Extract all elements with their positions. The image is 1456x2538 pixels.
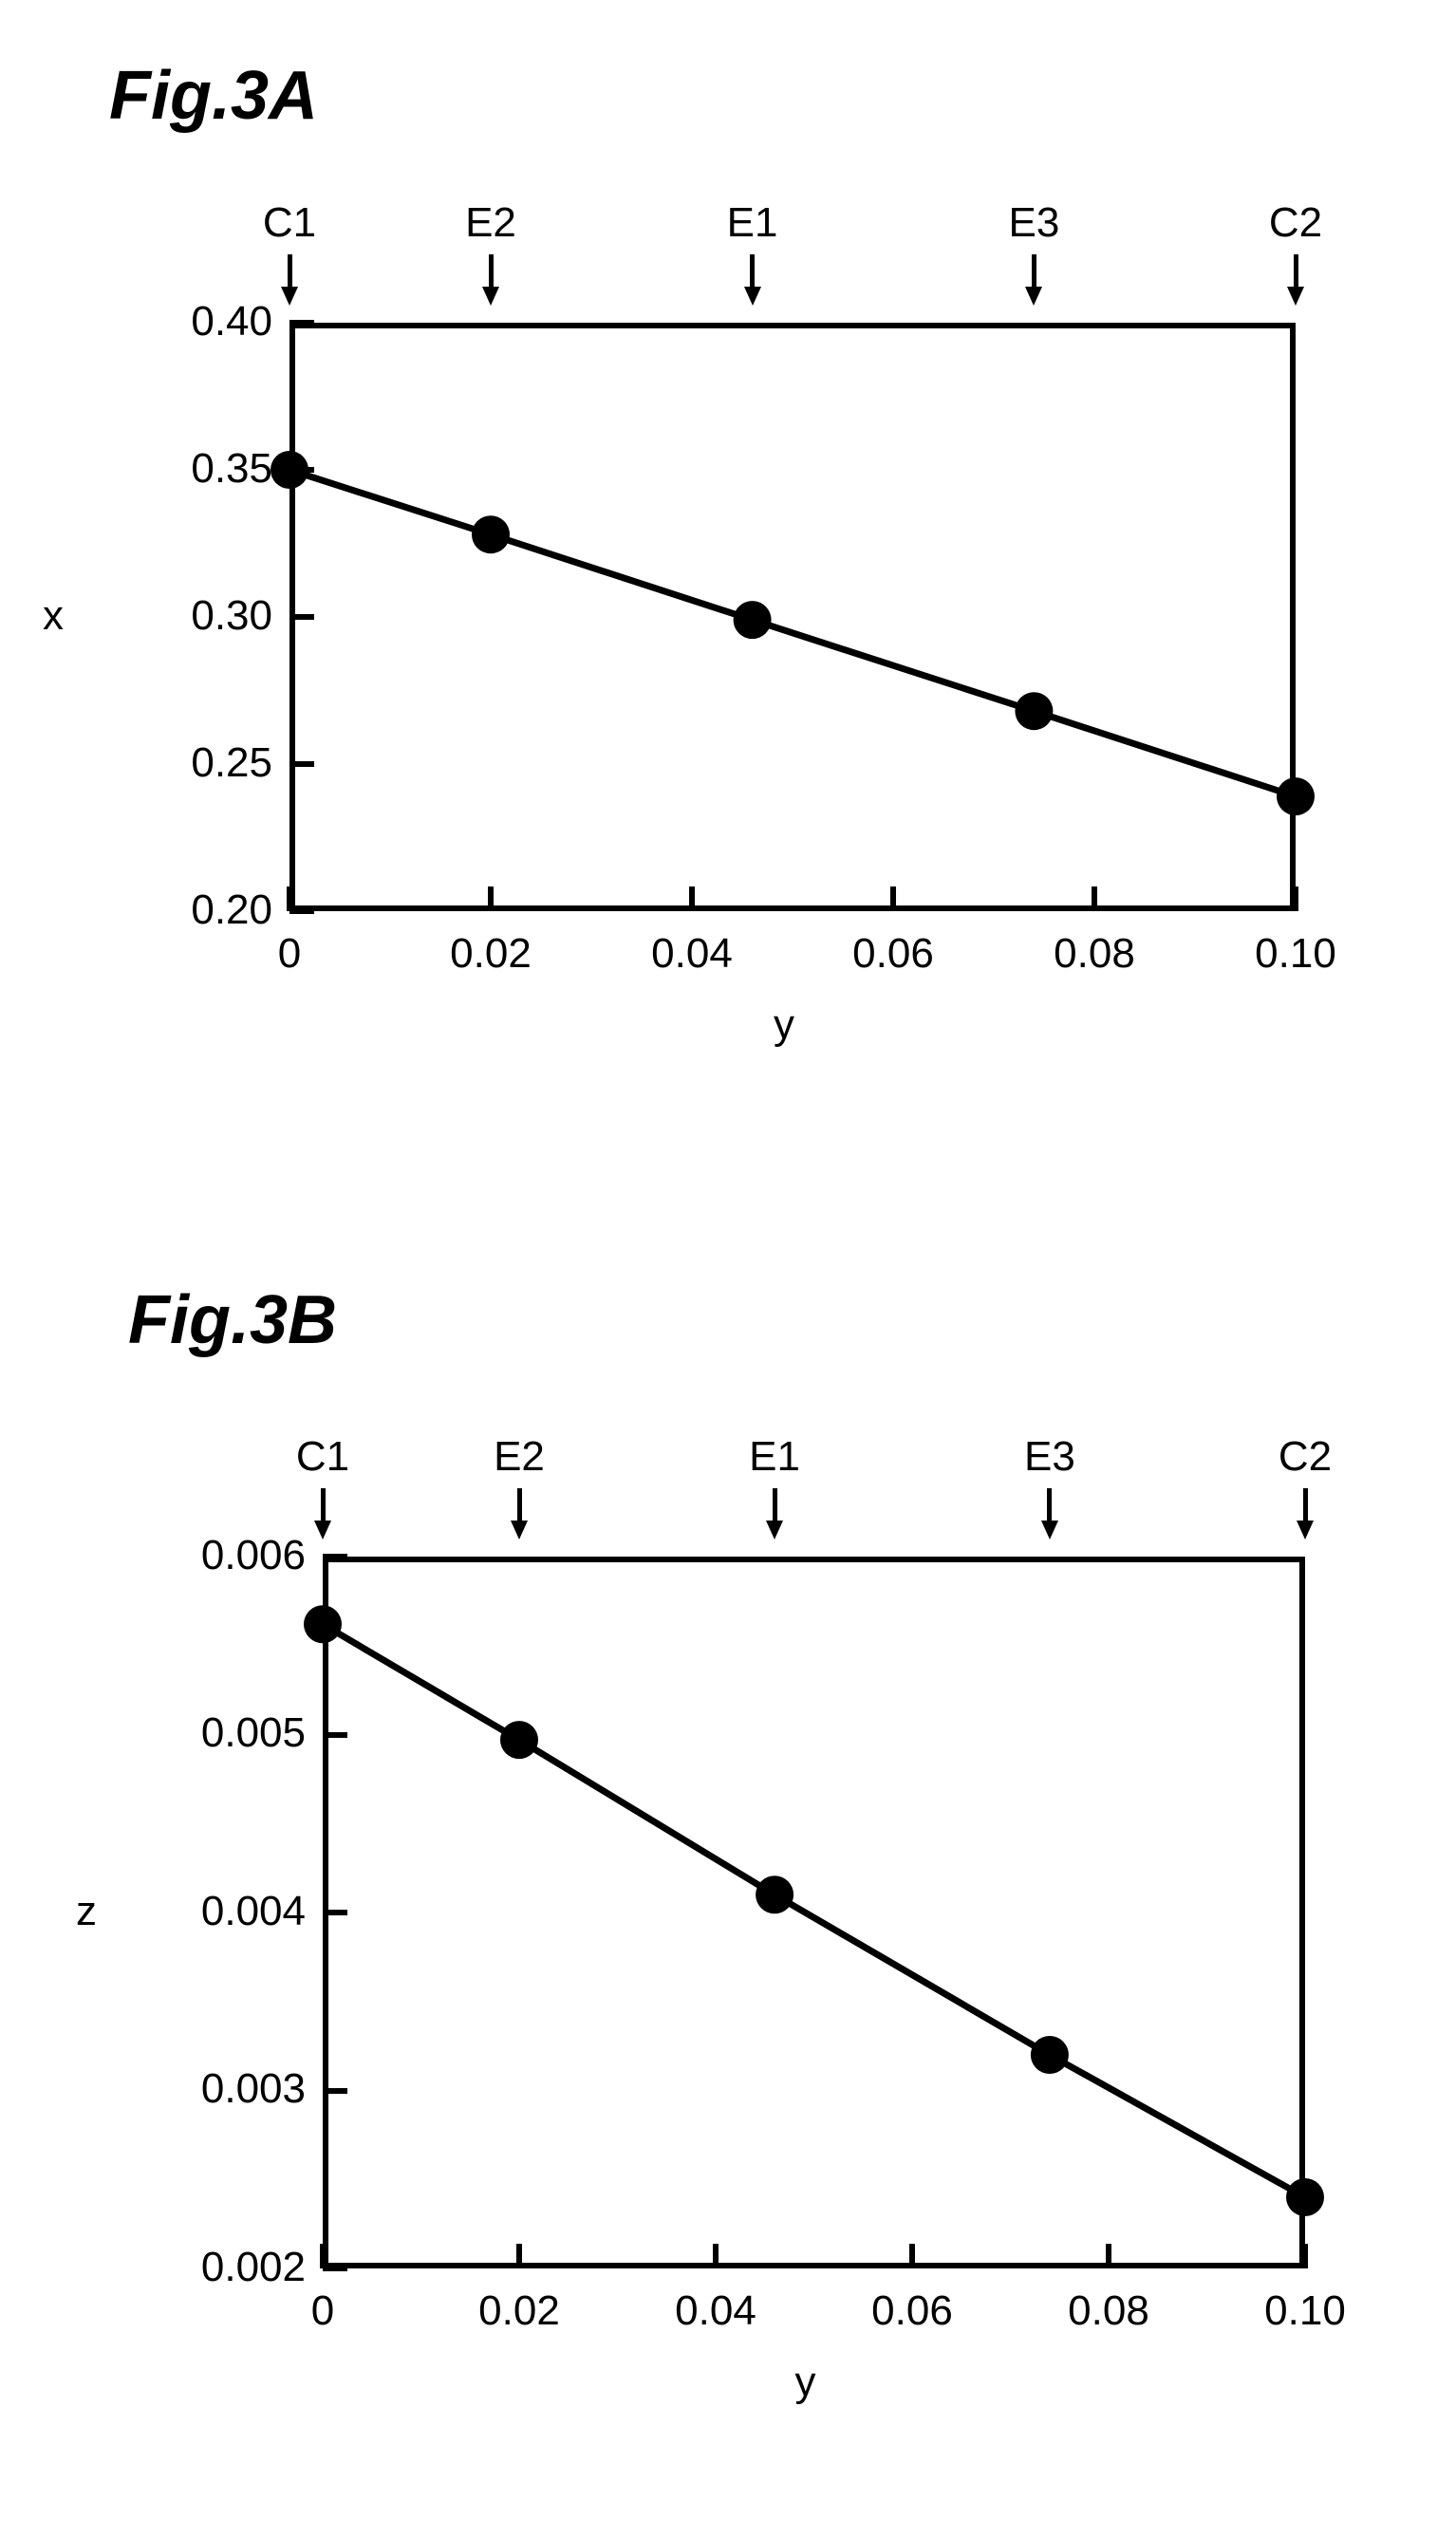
- top-arrow-stem: [1303, 1488, 1308, 1522]
- series-marker: [1286, 2178, 1324, 2216]
- x-tick-label: 0: [266, 2287, 380, 2335]
- page: Fig.3A 0.200.250.300.350.4000.020.040.06…: [0, 0, 1456, 2538]
- series-marker: [304, 1605, 342, 1643]
- x-tick-label: 0.10: [1248, 2287, 1362, 2335]
- top-arrow-label: C1: [275, 1433, 370, 1481]
- y-tick-label: 0.003: [201, 2065, 306, 2113]
- x-tick: [1106, 2244, 1111, 2268]
- x-tick: [516, 2244, 522, 2268]
- x-tick: [320, 2244, 326, 2268]
- top-arrow-label: E3: [1002, 1433, 1097, 1481]
- top-arrow-head-icon: [1297, 1521, 1314, 1540]
- x-tick-label: 0.04: [659, 2287, 773, 2335]
- x-tick-label: 0.08: [1052, 2287, 1166, 2335]
- x-tick: [1302, 2244, 1308, 2268]
- top-arrow-head-icon: [1041, 1521, 1058, 1540]
- y-tick: [323, 2266, 347, 2271]
- y-tick: [323, 1732, 347, 1738]
- y-tick-label: 0.005: [201, 1709, 306, 1757]
- y-tick-label: 0.002: [201, 2244, 306, 2291]
- series-marker: [1031, 2036, 1069, 2074]
- y-tick: [323, 1554, 347, 1559]
- x-tick-label: 0.06: [855, 2287, 969, 2335]
- y-tick-label: 0.006: [201, 1532, 306, 1579]
- top-arrow-stem: [517, 1488, 522, 1522]
- top-arrow-label: C2: [1258, 1433, 1353, 1481]
- top-arrow-label: E2: [472, 1433, 567, 1481]
- figB-svg: [0, 0, 1456, 2538]
- top-arrow-stem: [1047, 1488, 1052, 1522]
- top-arrow-head-icon: [314, 1521, 331, 1540]
- series-marker: [500, 1721, 538, 1759]
- series-line: [323, 1624, 1305, 2197]
- x-tick: [713, 2244, 719, 2268]
- y-tick: [323, 1910, 347, 1915]
- top-arrow-label: E1: [727, 1433, 822, 1481]
- x-tick: [909, 2244, 915, 2268]
- top-arrow-head-icon: [511, 1521, 528, 1540]
- top-arrow-stem: [321, 1488, 326, 1522]
- x-axis-label: y: [795, 2359, 816, 2406]
- series-marker: [756, 1876, 793, 1913]
- y-tick: [323, 2088, 347, 2094]
- x-tick-label: 0.02: [462, 2287, 576, 2335]
- top-arrow-stem: [773, 1488, 777, 1522]
- top-arrow-head-icon: [766, 1521, 783, 1540]
- y-tick-label: 0.004: [201, 1888, 306, 1935]
- y-axis-label: z: [76, 1888, 97, 1935]
